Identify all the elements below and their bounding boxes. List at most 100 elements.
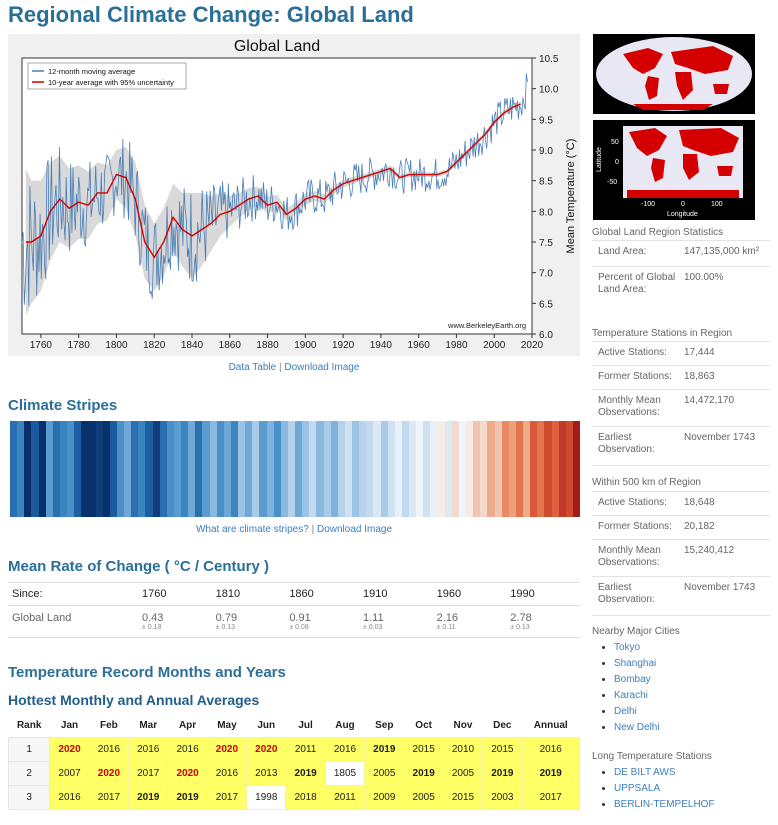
city-item[interactable]: Karachi <box>614 688 660 704</box>
records-row: 1 2020 2016 2016 2016 2020 2020 2011 2016 2019 201… <box>7 736 580 762</box>
climate-stripe <box>45 421 53 517</box>
station-link[interactable]: UPPSALA <box>614 783 661 794</box>
rate-value: 1.11 <box>362 612 384 624</box>
record-year-cell: 2013 <box>246 760 287 786</box>
climate-stripes <box>10 421 580 517</box>
city-link[interactable]: Tokyo <box>614 642 641 653</box>
x-tick-label: 1800 <box>105 340 128 351</box>
cities-title: Nearby Major Cities <box>592 626 680 637</box>
link-separator: | <box>311 524 315 535</box>
station-link[interactable]: DE BILT AWS <box>614 767 676 778</box>
city-link[interactable]: Bombay <box>614 674 651 685</box>
rank-cell: 1 <box>7 736 51 762</box>
record-year-cell: 2011 <box>324 784 366 810</box>
records-header-cell: Mar <box>139 720 158 732</box>
former-value: 18,863 <box>684 371 715 382</box>
record-year-cell: 2016 <box>88 736 130 762</box>
record-year-cell: 2007 <box>49 760 90 786</box>
records-header-cell: Rank <box>16 720 42 732</box>
city-link[interactable]: Delhi <box>614 706 637 717</box>
records-header-cell: Jun <box>257 720 276 732</box>
records-header-cell: Feb <box>100 720 118 732</box>
rate-value: 0.79 <box>215 612 238 624</box>
record-year-cell: 2010 <box>442 736 484 762</box>
city-item[interactable]: Bombay <box>614 672 660 688</box>
x-tick-label: 1880 <box>256 340 279 351</box>
rate-year: 1860 <box>285 582 359 606</box>
climate-stripe <box>565 421 573 517</box>
climate-stripe <box>316 421 324 517</box>
climate-stripe <box>544 421 552 517</box>
climate-stripe <box>266 421 274 517</box>
y-tick-label: 8.5 <box>539 177 553 188</box>
record-year-cell: 2019 <box>128 784 169 810</box>
rate-value: 0.91 <box>289 612 311 624</box>
climate-stripe <box>501 421 509 517</box>
climate-stripe <box>280 421 288 517</box>
climate-stripe <box>387 421 395 517</box>
city-item[interactable]: Tokyo <box>614 640 660 656</box>
climate-stripe <box>109 421 117 517</box>
record-year-cell: 2017 <box>128 760 169 786</box>
station-link[interactable]: BERLIN-TEMPELHOF <box>614 799 715 810</box>
station-item[interactable]: BERLIN-TEMPELHOF <box>614 797 715 813</box>
record-year-cell: 2003 <box>482 784 523 810</box>
climate-stripes-heading: Climate Stripes <box>8 397 118 414</box>
city-link[interactable]: New Delhi <box>614 722 660 733</box>
y-tick-label: 7.5 <box>539 238 553 249</box>
records-header-row: Rank Jan Feb Mar Apr May Jun Jul Aug Sep Oct Nov Dec… <box>9 715 580 737</box>
w-active-value: 18,648 <box>684 497 715 508</box>
climate-stripe <box>24 421 32 517</box>
climate-stripe <box>195 421 203 517</box>
climate-stripe <box>287 421 295 517</box>
land-area-label: Land Area: <box>598 246 647 257</box>
stripes-download-link[interactable]: Download Image <box>316 524 393 535</box>
rate-year: 1960 <box>432 582 507 606</box>
climate-stripe <box>558 421 566 517</box>
w-monthly-value: 15,240,412 <box>684 545 735 556</box>
x-tick-label: 2020 <box>521 340 544 351</box>
city-link[interactable]: Shanghai <box>614 658 657 669</box>
record-year-cell: 2016 <box>324 736 366 762</box>
climate-stripe <box>88 421 96 517</box>
rate-year: 1910 <box>358 582 433 606</box>
w-monthly-row: Monthly Mean Observations: 15,240,412 <box>592 539 770 576</box>
former-row: Former Stations: 18,863 <box>592 365 770 389</box>
city-item[interactable]: New Delhi <box>614 720 660 736</box>
climate-stripe <box>466 421 474 517</box>
climate-stripe <box>523 421 531 517</box>
climate-stripe <box>352 421 360 517</box>
record-year-cell: 2019 <box>482 760 523 786</box>
x-tick-label: 1820 <box>143 340 166 351</box>
record-year-cell: 2020 <box>49 736 90 762</box>
what-are-stripes-link[interactable]: What are climate stripes? <box>195 524 309 535</box>
download-image-link[interactable]: Download Image <box>284 362 360 373</box>
record-year-cell: 2005 <box>364 760 405 786</box>
rate-value: 2.78 <box>510 612 532 624</box>
rate-cell: 2.16 ± 0.11 <box>432 605 507 638</box>
climate-stripe <box>330 421 338 517</box>
climate-stripe <box>473 421 481 517</box>
chart-links: Data Table | Download Image <box>8 362 580 373</box>
climate-stripe <box>337 421 345 517</box>
climate-stripe <box>451 421 459 517</box>
region-stats-title: Global Land Region Statistics <box>592 227 724 238</box>
records-header-cell: May <box>217 720 237 732</box>
city-link[interactable]: Karachi <box>614 690 648 701</box>
records-header-cell: Jul <box>298 720 313 732</box>
city-item[interactable]: Delhi <box>614 704 660 720</box>
station-item[interactable]: DE BILT AWS <box>614 765 715 781</box>
climate-stripe <box>67 421 75 517</box>
station-item[interactable]: UPPSALA <box>614 781 715 797</box>
since-label: Since: <box>8 582 138 606</box>
x-tick-label: 1780 <box>68 340 91 351</box>
map-lat-tick: 50 <box>611 139 619 146</box>
w-former-row: Former Stations: 20,182 <box>592 515 770 539</box>
data-table-link[interactable]: Data Table <box>228 362 277 373</box>
climate-stripe <box>302 421 310 517</box>
rate-cell: 0.91 ± 0.08 <box>285 605 359 638</box>
climate-stripe <box>223 421 231 517</box>
x-tick-label: 1980 <box>445 340 468 351</box>
climate-stripe <box>444 421 452 517</box>
city-item[interactable]: Shanghai <box>614 656 660 672</box>
